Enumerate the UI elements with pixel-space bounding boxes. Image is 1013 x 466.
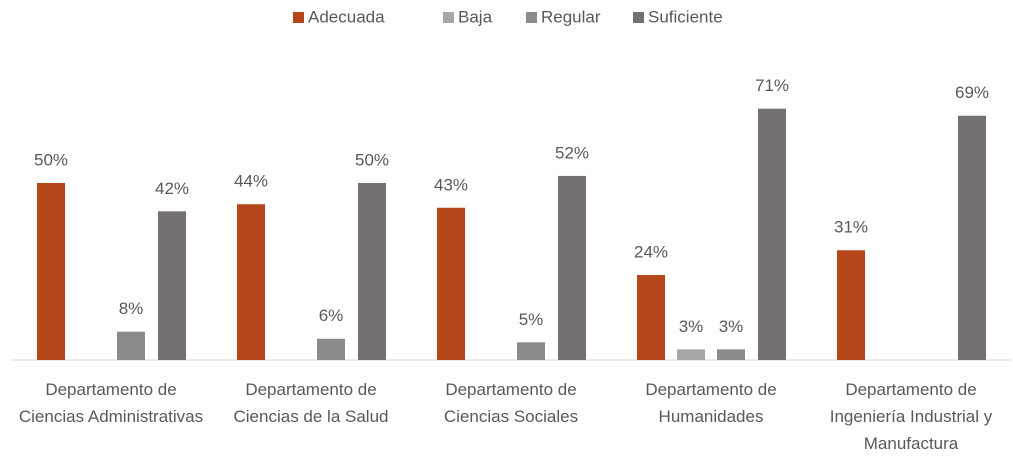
legend-label: Baja	[458, 7, 493, 26]
legend-label: Adecuada	[308, 7, 385, 26]
x-tick-label: Departamento de Humanidades	[645, 380, 777, 426]
x-tick-label: Departamento de Ingeniería Industrial y …	[829, 380, 993, 453]
data-label: 43%	[434, 175, 468, 194]
data-label: 8%	[119, 299, 144, 318]
bar	[758, 108, 786, 360]
data-label: 52%	[555, 143, 589, 162]
x-tick-label: Departamento de Ciencias Administrativas	[18, 380, 204, 426]
data-label: 44%	[234, 172, 268, 191]
data-label: 24%	[634, 243, 668, 262]
bar	[717, 349, 745, 360]
bar	[237, 204, 265, 360]
bar	[437, 207, 465, 360]
data-label: 3%	[719, 317, 744, 336]
legend-swatch	[526, 12, 537, 23]
data-label: 71%	[755, 76, 789, 95]
bar	[837, 250, 865, 360]
legend-label: Suficiente	[648, 7, 723, 26]
bar	[637, 275, 665, 360]
data-label: 6%	[319, 306, 344, 325]
bar	[558, 175, 586, 360]
bar	[677, 349, 705, 360]
bar	[317, 338, 345, 360]
data-label: 31%	[834, 218, 868, 237]
bar	[37, 183, 65, 360]
bar	[517, 342, 545, 360]
data-label: 69%	[955, 83, 989, 102]
legend-swatch	[633, 12, 644, 23]
data-label: 50%	[34, 150, 68, 169]
data-label: 5%	[519, 310, 544, 329]
x-tick-label: Departamento de Ciencias Sociales	[443, 380, 579, 426]
bar	[358, 183, 386, 360]
legend-swatch	[293, 12, 304, 23]
legend-label: Regular	[541, 7, 601, 26]
x-tick-label: Departamento de Ciencias de la Salud	[233, 380, 389, 426]
bar	[958, 115, 986, 361]
data-label: 42%	[155, 179, 189, 198]
bar	[158, 211, 186, 360]
legend-swatch	[443, 12, 454, 23]
data-label: 50%	[355, 150, 389, 169]
bar	[117, 331, 145, 360]
data-label: 3%	[679, 317, 704, 336]
